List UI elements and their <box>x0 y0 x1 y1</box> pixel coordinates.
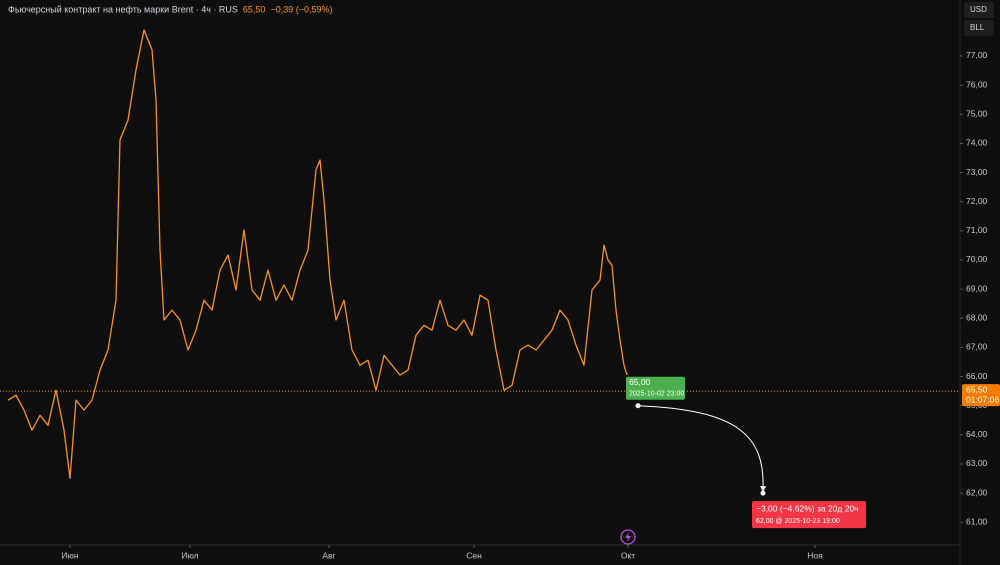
icon-circle[interactable] <box>620 529 636 545</box>
x-tick-label: Июл <box>181 550 198 560</box>
y-tick-label: 73,00 <box>966 167 988 177</box>
y-tick-label: 69,00 <box>966 283 988 293</box>
currency[interactable]: USD <box>970 5 987 14</box>
price-line <box>7 29 628 479</box>
start-label-box <box>626 376 685 400</box>
y-tick-label: 72,00 <box>966 196 988 206</box>
y-tick-label: 75,00 <box>966 108 988 118</box>
x-tick-label: Ноя <box>807 550 823 560</box>
end-label-box <box>752 501 866 529</box>
chart-title: Фьючерсный контракт на нефть марки Brent… <box>8 4 238 14</box>
x-tick-label: Окт <box>621 550 635 560</box>
last-price-timer: 01:07:06 <box>966 394 999 404</box>
y-tick-label: 63,00 <box>966 458 988 468</box>
price-header: 65,50 <box>243 4 266 14</box>
y-tick-label: 61,00 <box>966 517 988 527</box>
y-tick-label: 77,00 <box>966 50 988 60</box>
y-tick-label: 76,00 <box>966 79 988 89</box>
replay-icon[interactable] <box>620 529 636 545</box>
y-tick-label: 62,00 <box>966 487 988 497</box>
y-tick-label: 67,00 <box>966 342 988 352</box>
y-tick-label: 70,00 <box>966 254 988 264</box>
y-tick-label: 71,00 <box>966 225 988 235</box>
end-label-change: −3,00 (−4,62%) за 20д 20ч <box>756 503 859 513</box>
start-point <box>635 403 641 409</box>
currency-button[interactable] <box>964 2 994 18</box>
x-tick-label: Июн <box>61 550 78 560</box>
forecast-arrow <box>637 405 767 493</box>
start-label-date: 2025-10-02 23:00 <box>629 391 684 398</box>
y-tick-label: 68,00 <box>966 313 988 323</box>
y-tick-label: 74,00 <box>966 138 988 148</box>
icon-bolt[interactable] <box>625 532 631 542</box>
unit-button[interactable] <box>964 20 994 36</box>
y-tick-label: 64,00 <box>966 429 988 439</box>
start-label-value: 65,00 <box>629 377 651 387</box>
end-label-value: 62,00 @ 2025-10-23 19:00 <box>756 518 840 525</box>
x-tick-label: Авг <box>322 550 335 560</box>
last-price-label: 65,50 <box>966 384 988 394</box>
y-tick-label: 66,00 <box>966 371 988 381</box>
end-point <box>760 490 766 496</box>
last-price-box <box>962 384 1000 407</box>
change-header: −0,39 (−0,59%) <box>270 4 332 14</box>
x-tick-label: Сен <box>466 550 482 560</box>
unit[interactable]: BLL <box>970 23 985 32</box>
